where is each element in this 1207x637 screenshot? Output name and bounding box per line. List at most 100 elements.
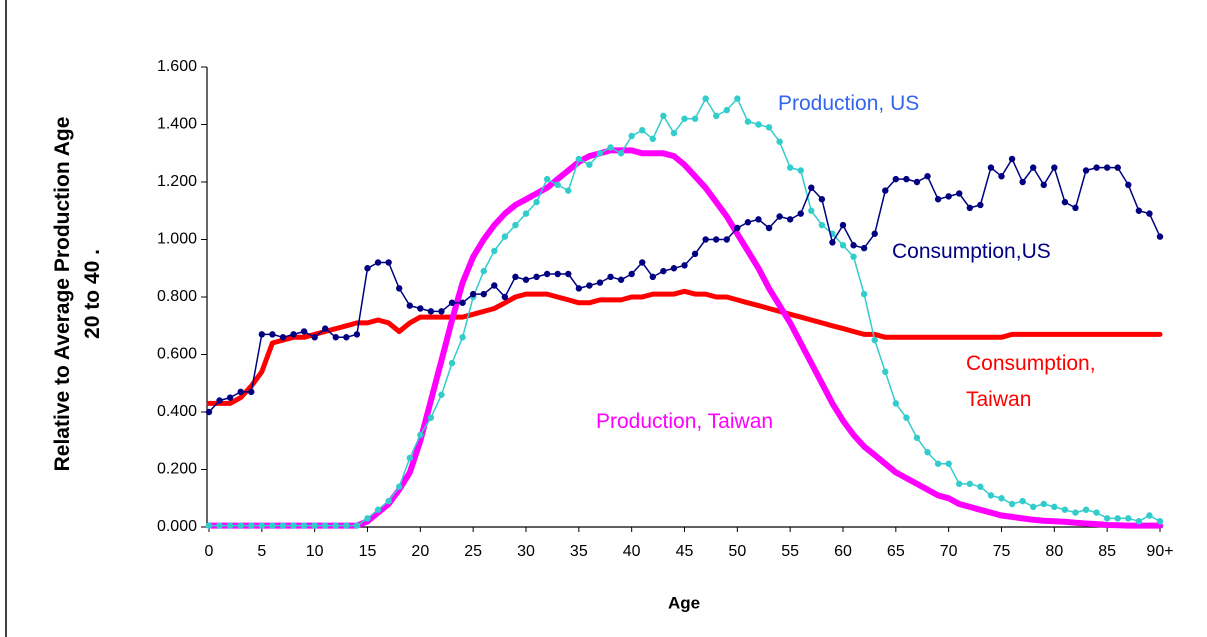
point: [459, 334, 466, 341]
y-tick-label: 0.800: [157, 288, 197, 305]
point: [850, 253, 857, 260]
point: [1093, 509, 1100, 516]
point: [871, 230, 878, 237]
y-tick-label: 1.400: [157, 116, 197, 133]
point: [459, 299, 466, 306]
point: [892, 175, 900, 183]
point: [279, 334, 287, 341]
point: [565, 270, 572, 278]
point: [966, 480, 973, 488]
point: [607, 144, 614, 151]
point: [353, 331, 361, 338]
point: [311, 522, 318, 529]
point: [1072, 509, 1079, 516]
y-tick-label: 0.000: [157, 518, 197, 535]
x-axis-title: Age: [668, 593, 700, 612]
point: [713, 112, 720, 120]
point: [554, 270, 561, 278]
point: [216, 397, 223, 404]
point: [945, 193, 952, 200]
point: [480, 290, 487, 298]
point: [396, 483, 403, 490]
point: [797, 167, 804, 174]
point: [660, 112, 667, 120]
point: [343, 522, 350, 529]
point: [1082, 506, 1090, 513]
x-tick-label: 75: [993, 543, 1011, 560]
point: [607, 273, 614, 281]
point: [543, 175, 551, 183]
point: [681, 262, 688, 269]
point: [575, 285, 583, 292]
point: [723, 106, 730, 114]
point: [427, 414, 435, 421]
point: [522, 210, 530, 217]
point: [417, 305, 424, 312]
point: [364, 515, 371, 522]
series-label: Consumption, Taiwan: [966, 352, 1096, 411]
point: [1051, 503, 1058, 511]
point: [987, 164, 995, 171]
point: [998, 173, 1005, 180]
series-label: Consumption,US: [892, 240, 1051, 263]
point: [438, 308, 445, 315]
point: [808, 207, 815, 214]
x-tick-label: 55: [781, 543, 799, 560]
x-tick-label: 65: [887, 543, 905, 560]
point: [322, 522, 329, 529]
point: [205, 408, 213, 416]
point: [1103, 164, 1111, 171]
point: [649, 135, 656, 143]
point: [956, 480, 963, 488]
point: [448, 299, 456, 306]
point: [1156, 233, 1164, 240]
x-tick-label: 35: [570, 543, 588, 560]
point: [702, 236, 709, 243]
point: [797, 210, 804, 217]
point: [1061, 198, 1069, 206]
point: [1019, 178, 1026, 186]
point: [776, 213, 783, 220]
frame: [5, 0, 7, 637]
point: [364, 265, 371, 272]
point: [385, 497, 392, 505]
point: [723, 236, 730, 243]
x-tick-label: 25: [464, 543, 482, 560]
point: [829, 239, 836, 246]
point: [533, 198, 540, 206]
point: [850, 242, 857, 249]
point: [882, 187, 889, 194]
point: [670, 265, 678, 272]
point: [1146, 512, 1153, 519]
x-tick-label: 70: [940, 543, 958, 560]
point: [786, 216, 794, 223]
point: [491, 247, 498, 255]
point: [258, 522, 266, 529]
point: [913, 434, 921, 442]
x-tick-label: 50: [728, 543, 746, 560]
x-tick-label: 85: [1098, 543, 1116, 560]
point: [1072, 204, 1079, 212]
point: [691, 250, 699, 258]
point: [702, 95, 709, 102]
point: [290, 522, 297, 529]
y-tick-label: 0.600: [157, 346, 197, 363]
point: [543, 270, 551, 278]
point: [617, 150, 625, 157]
point: [1082, 167, 1090, 174]
point: [226, 522, 234, 529]
point: [987, 492, 995, 499]
point: [374, 259, 382, 266]
point: [554, 181, 561, 189]
point: [681, 115, 688, 122]
point: [1030, 164, 1037, 171]
point: [1135, 207, 1143, 214]
point: [934, 196, 942, 203]
point: [998, 495, 1005, 502]
point: [945, 460, 952, 467]
point: [522, 276, 530, 283]
point: [1019, 497, 1026, 505]
x-tick-label: 5: [257, 543, 266, 560]
